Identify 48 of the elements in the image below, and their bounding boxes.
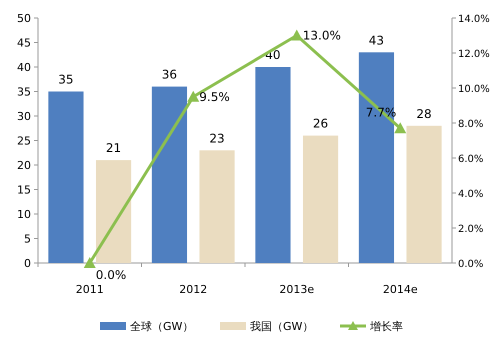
data-label: 26 (312, 116, 328, 131)
point (187, 90, 200, 102)
data-label: 35 (58, 72, 74, 86)
x-tick-label: 2013e (279, 283, 314, 296)
y2-tick-label: 0.0% (458, 259, 484, 270)
data-label: 28 (416, 106, 432, 121)
x-tick-label: 2011 (76, 283, 104, 296)
bar (358, 52, 394, 263)
y-tick-label: 5 (24, 232, 31, 246)
bar (96, 160, 132, 263)
y-tick-label: 20 (17, 159, 31, 172)
y-tick-label: 10 (17, 208, 31, 221)
bar (255, 67, 291, 263)
legend-label: 我国（GW） (250, 320, 314, 333)
bar (406, 126, 442, 263)
data-label: 36 (162, 68, 178, 82)
data-label: 9.5% (199, 90, 230, 104)
y-tick-label: 50 (17, 12, 31, 25)
y2-tick-label: 6.0% (458, 154, 484, 165)
data-label: 0.0% (96, 268, 126, 282)
point (290, 30, 303, 40)
y-tick-label: 45 (17, 36, 31, 50)
x-tick-label: 2012 (179, 283, 208, 296)
bar (199, 150, 235, 263)
y-tick-label: 35 (17, 86, 31, 98)
x-tick-label: 2014e (382, 283, 418, 296)
bar (48, 92, 84, 263)
y2-tick-label: 4.0% (458, 189, 484, 200)
data-label: 21 (106, 141, 122, 156)
y-tick-label: 25 (17, 134, 31, 148)
point (394, 122, 406, 134)
y2-tick-label: 12.0% (458, 49, 490, 60)
y-tick-label: 40 (17, 61, 31, 74)
bar (302, 136, 338, 263)
y2-tick-label: 2.0% (458, 224, 484, 235)
data-label: 13.0% (302, 28, 341, 42)
y2-tick-label: 14.0% (458, 14, 490, 25)
y-tick-label: 15 (17, 184, 31, 196)
y2-tick-label: 8.0% (458, 119, 484, 130)
legend-label: 增长率 (369, 320, 403, 333)
y-tick-label: 0 (24, 257, 31, 270)
point (84, 257, 96, 268)
y2-tick-label: 10.0% (458, 84, 490, 95)
data-label: 23 (209, 131, 225, 146)
y-tick-label: 30 (17, 110, 31, 123)
legend-label: 全球（GW） (130, 320, 194, 333)
bar (152, 86, 188, 263)
data-label: 43 (368, 33, 384, 48)
